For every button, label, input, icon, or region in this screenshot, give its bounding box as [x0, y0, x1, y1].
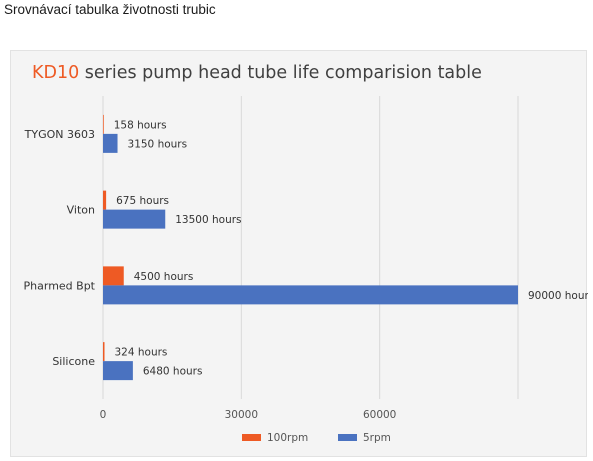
data-label: 90000 hours	[528, 290, 588, 302]
x-tick-label: 30000	[225, 409, 258, 421]
data-label: 675 hours	[116, 195, 169, 207]
category-label: Viton	[67, 204, 95, 217]
page-heading: Srovnávací tabulka životnosti trubic	[4, 2, 216, 17]
category-label: TYGON 3603	[24, 128, 95, 141]
data-label: 13500 hours	[175, 214, 241, 226]
data-label: 158 hours	[114, 119, 167, 131]
data-label: 3150 hours	[128, 138, 188, 150]
legend-label: 100rpm	[267, 432, 308, 444]
x-tick-label: 0	[100, 409, 107, 421]
category-label: Pharmed Bpt	[24, 279, 96, 292]
bar-5rpm-1	[103, 209, 166, 229]
data-label: 324 hours	[114, 347, 167, 359]
chart-title-rest: series pump head tube life comparision t…	[79, 63, 482, 83]
bar-5rpm-0	[103, 133, 118, 153]
category-label: Silicone	[52, 355, 95, 368]
data-label: 6480 hours	[143, 366, 203, 378]
chart-title-prefix: KD10	[32, 63, 80, 83]
legend-label: 5rpm	[363, 432, 391, 444]
bar-chart: 0 30000 60000 158 hours 3150 hours TYGON 3603…	[24, 96, 588, 444]
bar-5rpm-2	[103, 285, 518, 305]
bar-100rpm-3	[103, 342, 105, 362]
bar-100rpm-0	[103, 114, 104, 134]
bar-100rpm-1	[103, 190, 107, 210]
chart-panel: KD10 series pump head tube life comparis…	[10, 50, 588, 457]
legend-swatch-100rpm	[242, 434, 261, 441]
x-tick-label: 60000	[363, 409, 396, 421]
chart-title: KD10 series pump head tube life comparis…	[32, 63, 482, 83]
bar-5rpm-3	[103, 361, 133, 381]
bar-100rpm-2	[103, 266, 124, 286]
legend-swatch-5rpm	[338, 434, 357, 441]
data-label: 4500 hours	[134, 271, 194, 283]
